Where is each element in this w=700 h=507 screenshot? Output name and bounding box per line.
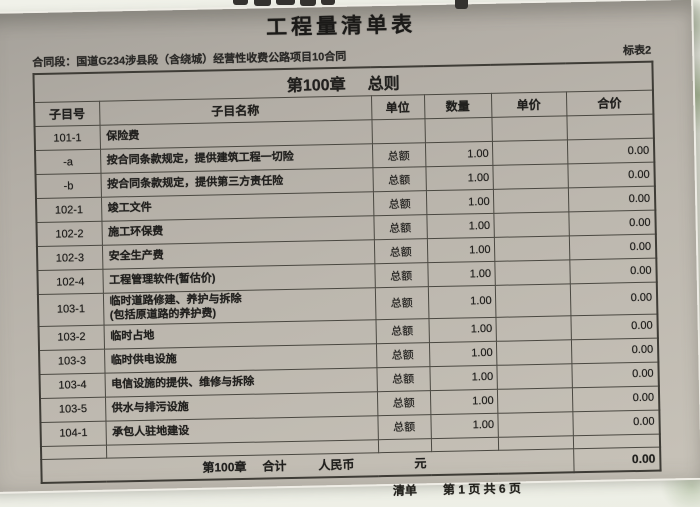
- chapter-number: 第100章: [286, 76, 346, 95]
- cell-unit: 总额: [373, 214, 427, 240]
- cell-unit: 总额: [376, 366, 430, 392]
- cell-unit-price: [494, 259, 570, 286]
- page-footer: 清单 第 1 页 共 6 页: [393, 476, 660, 498]
- cell-item-code: -b: [35, 173, 101, 199]
- cell-amount: 0.00: [572, 409, 660, 436]
- cell-quantity: 1.00: [426, 213, 494, 239]
- cell-amount: 0.00: [568, 234, 657, 260]
- cell-item-code: 103-3: [39, 348, 105, 375]
- top-edge-artifact: [321, 0, 335, 5]
- cell-unit-price: [492, 163, 568, 190]
- cell-quantity: 1.00: [429, 364, 497, 391]
- cell-amount: 0.00: [570, 313, 658, 340]
- total-chapter: 第100章: [202, 459, 247, 475]
- cell-unit: 总额: [375, 342, 430, 368]
- form-reference-label: 标表2: [622, 44, 652, 58]
- total-label: 合计: [262, 459, 287, 474]
- cell-quantity: 1.00: [430, 412, 498, 439]
- cell-unit: 总额: [376, 390, 431, 416]
- cell-unit-price: [495, 339, 572, 365]
- cell-item-code: 104-1: [40, 420, 106, 447]
- cell-amount: 0.00: [569, 282, 658, 316]
- cell-unit-price: [496, 387, 573, 413]
- cell-amount: 0.00: [568, 210, 656, 236]
- cell-item-code: 102-4: [37, 269, 103, 295]
- cell-quantity: 1.00: [425, 165, 493, 191]
- cell-unit: 总额: [372, 166, 426, 192]
- cell-unit: 总额: [375, 318, 429, 344]
- chapter-name: 总则: [367, 75, 400, 93]
- cell-amount: 0.00: [566, 138, 655, 164]
- document-content: 工程量清单表 合同段：国道G234涉县段（含绕城）经营性收费公路项目10合同 标…: [31, 1, 662, 506]
- cell-quantity: 1.00: [429, 388, 498, 415]
- cell-item-code: 103-2: [38, 324, 105, 351]
- top-edge-artifact: [455, 0, 468, 9]
- cell-amount: 0.00: [569, 258, 657, 284]
- cell-unit: 总额: [372, 190, 427, 216]
- cell-unit-price: [493, 235, 570, 262]
- cell-unit-price: [494, 283, 571, 317]
- cell-unit: 总额: [377, 414, 431, 440]
- page-title: 工程量清单表: [265, 13, 417, 40]
- cell-item-code: -a: [35, 149, 101, 175]
- col-header-unit-price: 单价: [490, 91, 567, 118]
- top-edge-artifact: [254, 0, 271, 6]
- cell-amount: 0.00: [567, 186, 656, 212]
- cell-unit-price: [497, 411, 573, 437]
- cell-quantity: [424, 117, 492, 143]
- cell-unit: 总额: [373, 238, 428, 264]
- cell-item-code: 102-3: [36, 245, 103, 271]
- cell-quantity: 1.00: [427, 261, 495, 287]
- cell-item-code: [40, 444, 107, 460]
- cell-quantity: 1.00: [425, 189, 494, 215]
- total-currency-unit: 元: [414, 456, 427, 471]
- cell-unit-price: [491, 115, 567, 142]
- col-header-amount: 合价: [565, 90, 654, 116]
- top-edge-artifact: [233, 0, 248, 5]
- footer-doc-label: 清单: [392, 483, 418, 498]
- cell-item-code: 101-1: [34, 125, 101, 151]
- total-currency: 人民币: [318, 457, 355, 473]
- cell-unit-price: [496, 363, 572, 389]
- cell-amount: [566, 114, 654, 140]
- col-header-quantity: 数量: [423, 93, 492, 119]
- cell-amount: 0.00: [571, 385, 660, 412]
- cell-quantity: 1.00: [428, 316, 496, 343]
- top-edge-artifact: [276, 0, 295, 5]
- bill-of-quantities-table: 第100章 总则 子目号 子目名称 单位 数量 单价 合价 101-1 保险费 -…: [32, 60, 662, 484]
- top-edge-artifact: [300, 0, 316, 6]
- col-header-unit: 单位: [370, 94, 425, 120]
- cell-unit-price: [492, 187, 569, 214]
- cell-unit: [377, 438, 432, 453]
- cell-item-code: 103-1: [37, 293, 104, 327]
- col-header-item-code: 子目号: [34, 101, 100, 127]
- cell-unit: [371, 118, 425, 144]
- chapter-total-amount: 0.00: [573, 446, 661, 472]
- table-body: 101-1 保险费 -a 按合同条款规定，提供建筑工程一切险 总额 1.00 0…: [34, 114, 661, 460]
- cell-quantity: 1.00: [427, 285, 496, 319]
- cell-item-code: 102-2: [36, 221, 102, 247]
- cell-amount: 0.00: [567, 162, 655, 188]
- cell-unit: 总额: [374, 286, 429, 320]
- cell-amount: 0.00: [570, 337, 659, 364]
- cell-unit-price: [493, 211, 569, 238]
- footer-page-info: 第 1 页 共 6 页: [442, 480, 522, 497]
- cell-item-code: 102-1: [35, 197, 102, 223]
- cell-quantity: 1.00: [428, 340, 497, 367]
- cell-unit-price: [491, 139, 568, 166]
- cell-item-code: 103-5: [39, 396, 106, 423]
- cell-quantity: 1.00: [426, 237, 495, 263]
- cell-unit-price: [495, 315, 571, 341]
- cell-amount: 0.00: [571, 361, 659, 388]
- cell-item-code: 103-4: [39, 372, 105, 399]
- cell-quantity: 1.00: [424, 141, 493, 167]
- cell-unit: 总额: [371, 142, 426, 168]
- cell-unit: 总额: [374, 262, 428, 288]
